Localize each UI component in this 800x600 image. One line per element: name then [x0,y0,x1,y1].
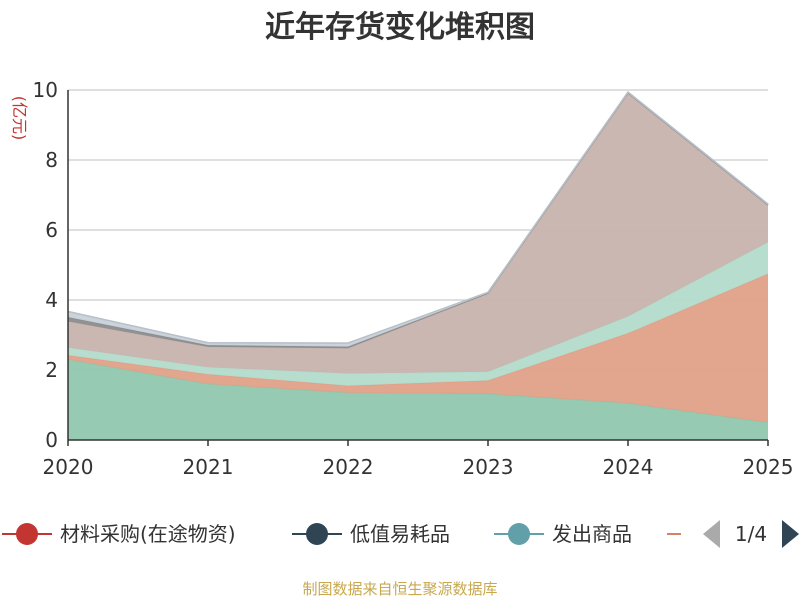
legend-circle-icon [16,523,38,545]
y-tick-label: 4 [45,288,58,312]
legend-next-page-icon[interactable] [782,520,799,548]
legend-page-indicator: 1/4 [735,522,767,546]
area-series-4[interactable] [68,93,768,374]
y-tick-label: 0 [45,428,58,452]
x-tick-label: 2022 [323,455,374,479]
y-tick-label: 10 [33,78,58,102]
x-tick-label: 2025 [743,455,794,479]
y-tick-label: 6 [45,218,58,242]
y-axis-unit-label: (亿元) [10,96,29,141]
x-tick-label: 2023 [463,455,514,479]
area-series-1[interactable] [68,359,768,441]
x-tick-label: 2021 [183,455,234,479]
x-tick-label: 2024 [603,455,654,479]
x-tick-label: 2020 [43,455,94,479]
legend-item[interactable]: 发出商品 [494,522,632,546]
legend-prev-page-icon[interactable] [703,520,720,548]
legend[interactable]: 材料采购(在途物资) 低值易耗品 发出商品 1/4 [2,520,799,548]
y-tick-label: 2 [45,358,58,382]
legend-label: 低值易耗品 [350,522,450,546]
legend-item[interactable]: 材料采购(在途物资) [2,522,236,546]
axes: 0 2 4 6 8 10 2020 2021 2022 2023 2024 2025 [33,78,794,479]
source-footnote: 制图数据来自恒生聚源数据库 [302,580,498,598]
chart-title: 近年存货变化堆积图 [265,10,535,45]
legend-circle-icon [306,523,328,545]
area-series-group [67,91,769,441]
legend-label: 发出商品 [552,522,632,546]
legend-label: 材料采购(在途物资) [60,522,236,546]
legend-circle-icon [508,523,530,545]
legend-item[interactable]: 低值易耗品 [292,522,450,546]
y-tick-label: 8 [45,148,58,172]
area-series-2[interactable] [68,273,768,423]
stack-top-outline [67,91,769,344]
